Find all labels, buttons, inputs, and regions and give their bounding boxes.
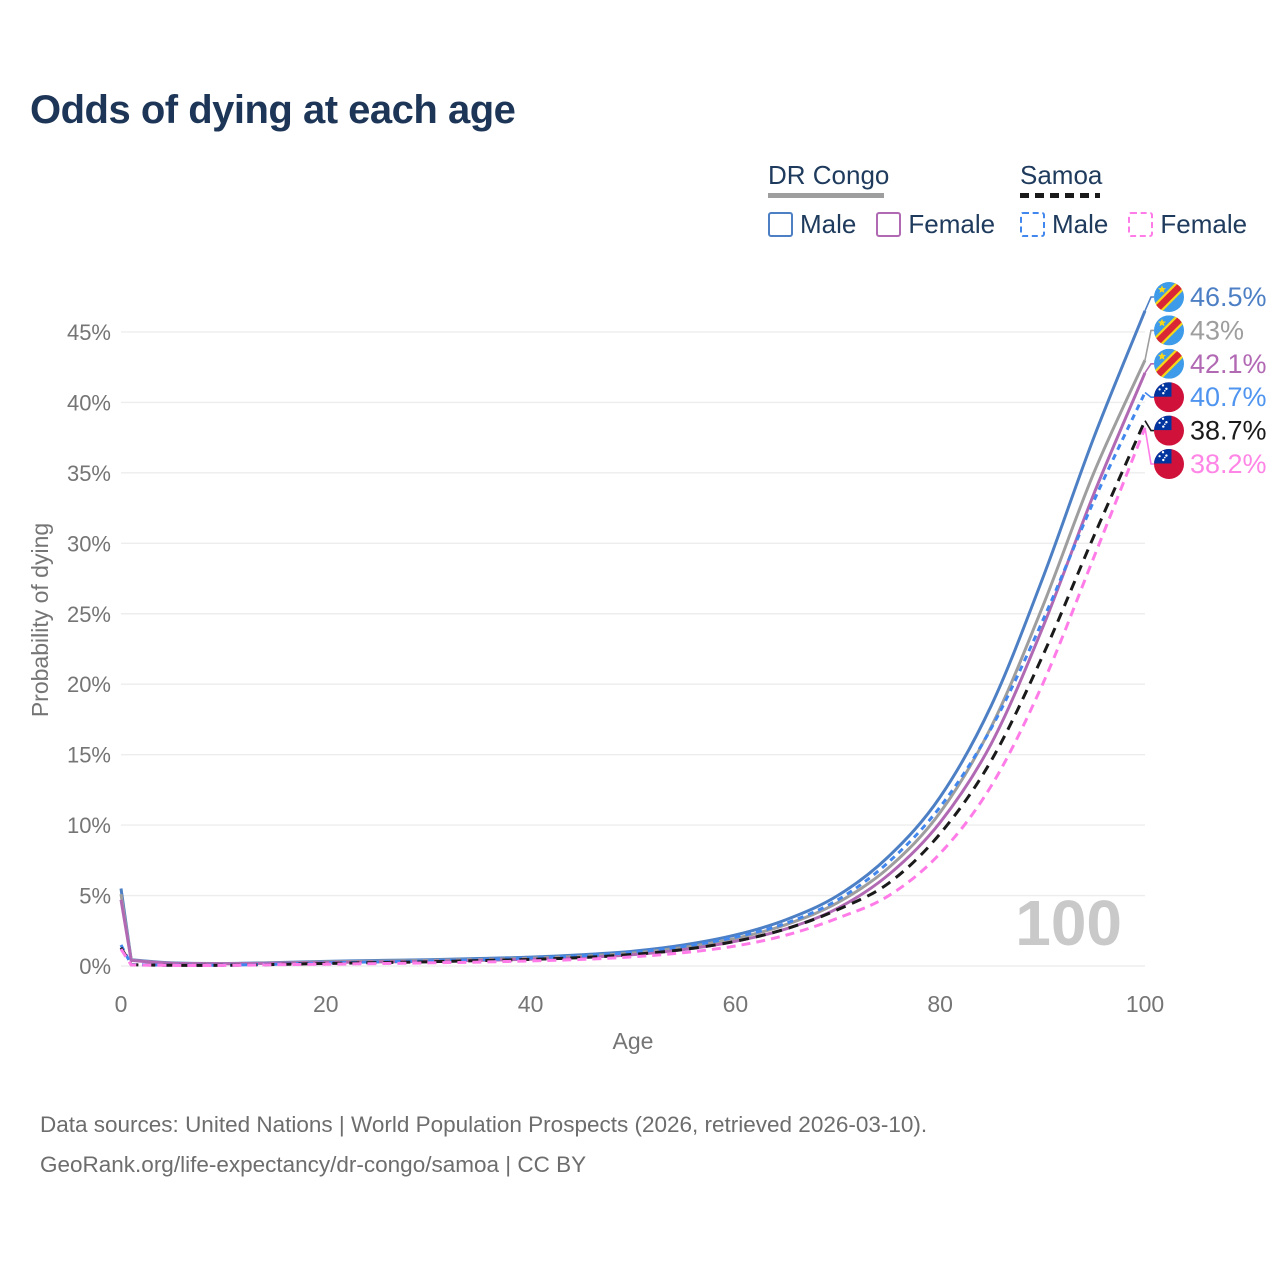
line-samoa-both-sexes[interactable] [119,420,1147,967]
end-value-label-samoa-female: 38.2% [1190,449,1267,479]
y-tick-label: 30% [67,531,111,556]
footer: Data sources: United Nations | World Pop… [40,1105,927,1185]
legend-item-label: Female [1160,209,1248,239]
legend-item-label: Male [1052,209,1109,239]
legend-group-dr-congo: DR Congo Male Female [768,160,1015,240]
y-tick-label: 5% [79,884,111,909]
x-tick-label: 80 [927,991,953,1017]
age-watermark: 100 [1015,887,1122,959]
end-label-connector [1144,329,1154,361]
y-tick-label: 0% [79,954,111,979]
legend-country-dr-congo[interactable]: DR Congo [768,160,889,201]
legend-item-label: Female [908,209,996,239]
x-tick-label: 100 [1126,991,1164,1017]
x-tick-label: 0 [115,991,128,1017]
y-tick-label: 20% [67,672,111,697]
line-dr-congo-female[interactable] [119,372,1147,966]
legend-country-samoa[interactable]: Samoa [1020,160,1102,201]
y-tick-label: 10% [67,813,111,838]
legend-item-samoa-female[interactable]: Female [1128,209,1247,240]
legend-item-dr-congo-female[interactable]: Female [876,209,995,240]
line-dr-congo-male[interactable] [119,310,1147,966]
end-label-connector [1144,420,1154,432]
samoa-flag-icon [1154,415,1184,446]
end-value-label-dr-congo-both-sexes: 43% [1190,315,1244,345]
samoa-flag-icon [1154,449,1184,479]
end-value-label-dr-congo-male: 46.5% [1190,282,1267,312]
end-label-connector [1144,363,1154,374]
line-samoa-female[interactable] [119,427,1147,968]
x-tick-label: 20 [313,991,339,1017]
end-value-label-dr-congo-female: 42.1% [1190,349,1267,379]
legend-item-label: Male [800,209,857,239]
end-value-label-samoa-male: 40.7% [1190,382,1267,412]
legend-country-line-samoa [1020,193,1100,198]
line-samoa-male[interactable] [119,391,1147,967]
attribution-text: GeoRank.org/life-expectancy/dr-congo/sam… [40,1152,587,1177]
x-tick-label: 40 [518,991,544,1017]
y-tick-label: 40% [67,390,111,415]
legend-item-samoa-male[interactable]: Male [1020,209,1108,240]
end-label-connector [1144,391,1154,398]
y-tick-label: 15% [67,743,111,768]
legend-swatch-icon [768,212,793,237]
line-dr-congo-both-sexes[interactable] [119,359,1147,966]
page-title: Odds of dying at each age [30,88,516,132]
legend-swatch-icon [1128,212,1154,237]
legend: DR Congo Male Female Samoa Male Female [0,160,1280,240]
y-tick-label: 25% [67,602,111,627]
y-axis-title: Probability of dying [27,523,53,717]
end-label-connector [1144,296,1154,312]
x-tick-label: 60 [723,991,749,1017]
legend-group-samoa: Samoa Male Female [1020,160,1267,240]
end-value-label-samoa-both-sexes: 38.7% [1190,416,1267,446]
end-label-connector [1144,427,1154,465]
y-tick-label: 45% [67,320,111,345]
legend-swatch-icon [1020,212,1045,237]
y-tick-label: 35% [67,461,111,486]
legend-swatch-icon [876,212,902,237]
legend-item-dr-congo-male[interactable]: Male [768,209,856,240]
x-axis-title: Age [613,1028,654,1054]
data-sources-text: Data sources: United Nations | World Pop… [40,1112,928,1137]
samoa-flag-icon [1154,382,1184,413]
legend-items-dr-congo: Male Female [768,209,1015,240]
legend-country-line-dr-congo [768,193,884,198]
legend-items-samoa: Male Female [1020,209,1267,240]
